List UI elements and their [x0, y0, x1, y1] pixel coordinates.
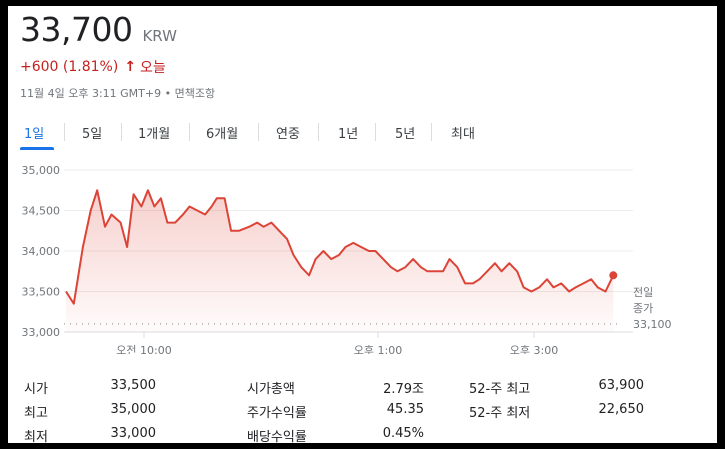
tab-ytd[interactable]: 연중: [276, 127, 300, 142]
stat-label-52w-high: 52-주 최고: [469, 382, 531, 397]
up-arrow-icon: ↑: [124, 59, 137, 75]
tab-1d[interactable]: 1일: [24, 127, 45, 142]
tab-5d[interactable]: 5일: [82, 127, 103, 142]
price-row: 33,700 KRW: [20, 10, 177, 49]
tab-divider: [121, 123, 122, 141]
stat-value-52w-high: 63,900: [598, 378, 645, 393]
tab-1m[interactable]: 1개월: [138, 127, 171, 142]
price-line: [65, 189, 615, 305]
active-tab-indicator: [20, 147, 54, 150]
x-tick-label: 오후 3:00: [510, 344, 558, 354]
tab-5y[interactable]: 5년: [395, 127, 416, 142]
y-tick-label: 34,500: [22, 205, 61, 218]
y-axis-labels: 35,000 34,500 34,000 33,500 33,000: [22, 164, 61, 339]
currency-code: KRW: [142, 27, 177, 45]
y-tick-label: 33,500: [22, 286, 61, 299]
y-tick-label: 35,000: [22, 164, 61, 177]
change-row: +600 (1.81%) ↑ 오늘: [20, 57, 166, 77]
tab-divider: [375, 123, 376, 141]
y-tick-label: 33,000: [22, 326, 61, 339]
x-tick-label: 오후 1:00: [354, 344, 402, 354]
prev-close-label-2: 종가: [633, 302, 653, 315]
prev-close-label-1: 전일: [633, 285, 653, 299]
stat-value-high: 35,000: [110, 402, 157, 417]
tab-divider: [189, 123, 190, 141]
stat-value-open: 33,500: [110, 378, 157, 393]
stat-label-market-cap: 시가총액: [247, 382, 295, 397]
stat-label-pe-ratio: 주가수익률: [247, 406, 307, 421]
disclaimer-link[interactable]: 면책조항: [174, 87, 216, 100]
x-axis: 오전 10:00 오후 1:00 오후 3:00: [116, 332, 558, 354]
stat-value-market-cap: 2.79조: [383, 382, 424, 397]
price-area: [66, 190, 614, 332]
stat-label-low: 최저: [24, 430, 48, 443]
change-period: 오늘: [140, 60, 166, 76]
x-tick-label: 오전 10:00: [116, 344, 171, 354]
tab-1y[interactable]: 1년: [338, 127, 359, 142]
tab-divider: [318, 123, 319, 141]
range-tabs: 1일 5일 1개월 6개월 연중 1년 5년 최대: [8, 120, 717, 150]
current-price-marker: [609, 271, 618, 280]
prev-close-value: 33,100: [633, 318, 672, 331]
meta-row: 11월 4일 오후 3:11 GMT+9 • 면책조항: [20, 85, 215, 101]
tab-divider: [431, 123, 432, 141]
tab-divider: [64, 123, 65, 141]
tab-divider: [258, 123, 259, 141]
stat-label-dividend-yield: 배당수익률: [247, 430, 307, 443]
meta-separator: •: [164, 87, 175, 100]
current-price: 33,700: [20, 10, 133, 49]
stat-value-dividend-yield: 0.45%: [382, 426, 424, 441]
stock-card: 33,700 KRW +600 (1.81%) ↑ 오늘 11월 4일 오후 3…: [8, 6, 717, 443]
stat-label-open: 시가: [24, 382, 48, 397]
stat-value-low: 33,000: [110, 426, 157, 441]
tab-max[interactable]: 최대: [451, 127, 475, 142]
stat-label-52w-low: 52-주 최저: [469, 406, 531, 421]
stat-value-pe-ratio: 45.35: [386, 402, 424, 417]
price-change: +600 (1.81%): [20, 59, 119, 75]
stat-value-52w-low: 22,650: [598, 402, 645, 417]
stat-label-high: 최고: [24, 406, 48, 421]
quote-timestamp: 11월 4일 오후 3:11 GMT+9: [20, 87, 162, 100]
tab-6m[interactable]: 6개월: [206, 127, 239, 142]
y-tick-label: 34,000: [22, 245, 61, 258]
